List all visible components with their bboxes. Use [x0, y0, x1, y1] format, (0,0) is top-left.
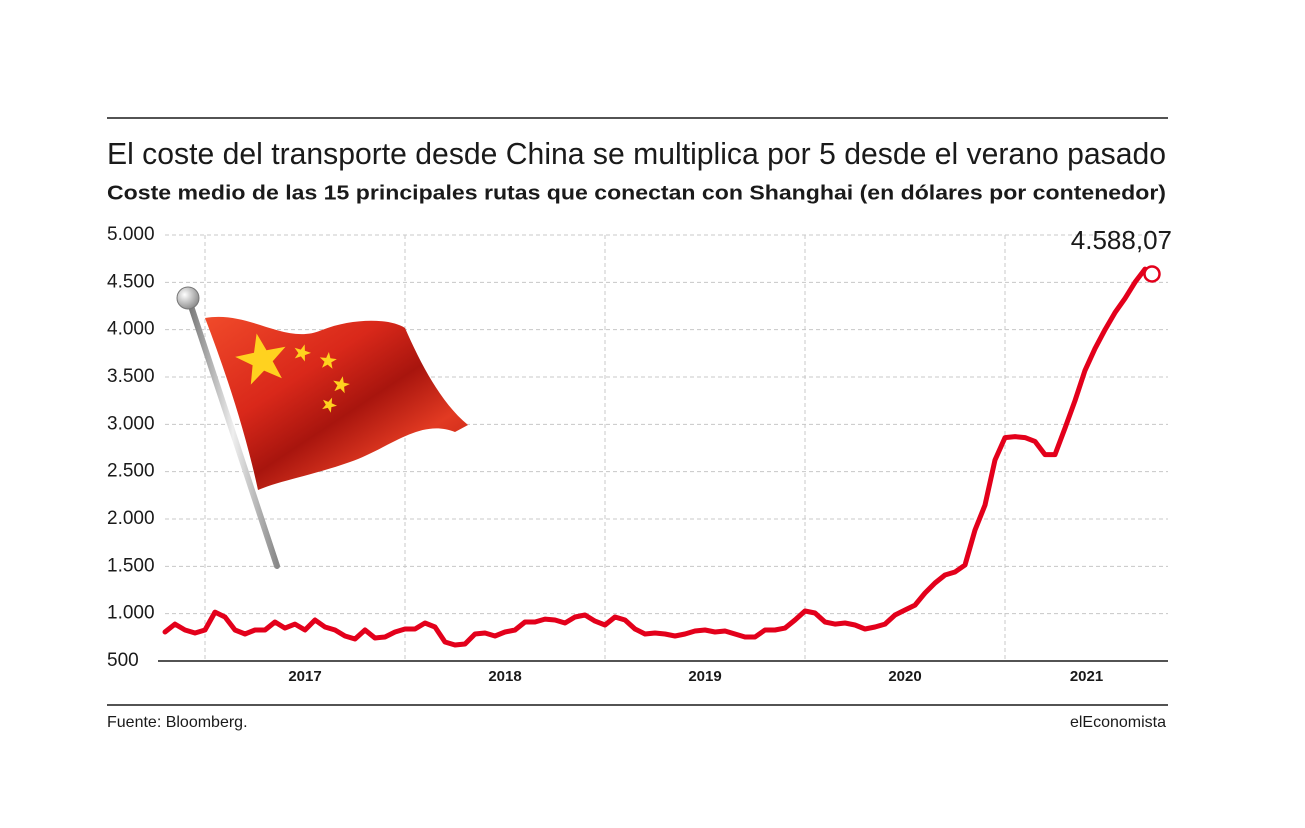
data-line	[162, 266, 1155, 648]
flag-star	[235, 333, 286, 385]
y-tick-label: 5.000	[107, 224, 155, 245]
y-tick-label: 3.500	[107, 366, 155, 387]
last-value-label: 4.588,07	[1071, 225, 1172, 255]
x-tick-label: 2018	[488, 668, 521, 685]
x-tick-label: 2019	[688, 668, 721, 685]
grid: 5.000 4.500 4.000 3.500 3.000 2.500 2.000 1.500…	[107, 224, 1168, 685]
chart-subtitle: Coste medio de las 15 principales rutas …	[107, 182, 1166, 204]
plot: 4.588,07	[162, 225, 1172, 648]
y-tick-label: 2.500	[107, 461, 155, 482]
y-tick-label: 3.000	[107, 413, 155, 434]
y-tick-label: 4.500	[107, 271, 155, 292]
source-note: Fuente: Bloomberg.	[107, 714, 248, 731]
flag-star	[322, 397, 337, 413]
flag-star	[294, 344, 311, 362]
flag-pole	[186, 297, 280, 569]
flag-star	[319, 352, 337, 369]
flag-stars	[235, 333, 350, 413]
y-tick-label: 1.000	[107, 603, 155, 624]
flag-star	[333, 376, 350, 394]
x-tick-label: 2017	[288, 668, 321, 685]
y-tick-label: 500	[107, 650, 139, 671]
flag-finial	[176, 286, 200, 310]
x-tick-label: 2020	[888, 668, 921, 685]
china-flag-illustration	[176, 286, 468, 569]
chart-title: El coste del transporte desde China se m…	[107, 136, 1166, 171]
last-point-marker	[1143, 265, 1161, 283]
y-tick-label: 4.000	[107, 319, 155, 340]
x-tick-label: 2021	[1070, 668, 1103, 685]
y-tick-label: 1.500	[107, 555, 155, 576]
credit: elEconomista	[1070, 714, 1166, 731]
y-tick-label: 2.000	[107, 508, 155, 529]
